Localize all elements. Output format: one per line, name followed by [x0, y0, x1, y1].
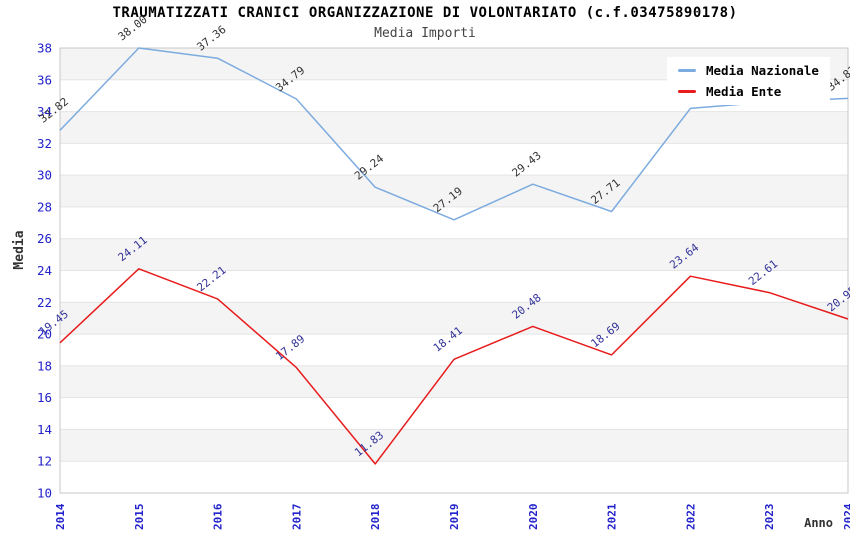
x-tick-label: 2021 — [606, 503, 619, 530]
y-tick-label: 34 — [37, 104, 52, 119]
x-tick-label: 2016 — [212, 503, 225, 530]
y-tick-label: 24 — [37, 263, 52, 278]
y-axis-title: Media — [12, 230, 27, 269]
plot-band — [60, 334, 848, 366]
x-axis-title: Anno — [804, 516, 833, 530]
y-tick-label: 30 — [37, 168, 52, 183]
y-tick-label: 12 — [37, 454, 52, 469]
plot-band — [60, 175, 848, 207]
x-tick-label: 2022 — [684, 504, 697, 531]
plot-band — [60, 397, 848, 430]
legend-item-media-ente: Media Ente — [678, 84, 819, 99]
plot-band — [60, 143, 848, 176]
x-tick-label: 2014 — [54, 503, 67, 530]
x-tick-label: 2024 — [842, 503, 850, 530]
plot-border — [59, 47, 849, 494]
y-tick-label: 32 — [37, 136, 52, 151]
y-tick-label: 10 — [37, 486, 52, 501]
plot-band — [60, 111, 848, 144]
x-tick-label: 2019 — [448, 504, 461, 531]
series-line-media-ente — [59, 268, 849, 465]
series-line-media-nazionale — [59, 47, 849, 221]
legend-item-media-nazionale: Media Nazionale — [678, 63, 819, 78]
y-tick-label: 26 — [37, 231, 52, 246]
y-tick-label: 22 — [37, 295, 52, 310]
plot-band — [60, 270, 848, 303]
y-tick-label: 36 — [37, 72, 52, 87]
plot-band — [60, 238, 848, 271]
chart-title: TRAUMATIZZATI CRANICI ORGANIZZAZIONE DI … — [112, 5, 738, 21]
y-tick-label: 28 — [37, 199, 52, 214]
x-tick-label: 2023 — [763, 504, 776, 531]
legend-label: Media Ente — [706, 84, 782, 99]
legend: Media Nazionale Media Ente — [667, 57, 830, 105]
x-tick-label: 2015 — [133, 504, 146, 531]
data-point-label: 38.00 — [116, 13, 150, 44]
legend-swatch-media-ente-icon — [678, 90, 696, 93]
x-tick-label: 2017 — [290, 504, 303, 531]
x-tick-label: 2018 — [369, 504, 382, 531]
x-tick-label: 2020 — [527, 504, 540, 531]
plot-band — [60, 429, 848, 462]
y-tick-label: 16 — [37, 390, 52, 405]
plot-band — [60, 365, 848, 398]
legend-label: Media Nazionale — [706, 63, 819, 78]
plot-band — [60, 206, 848, 239]
y-tick-label: 38 — [37, 41, 52, 56]
y-tick-label: 18 — [37, 358, 52, 373]
y-tick-label: 14 — [37, 422, 52, 437]
legend-swatch-media-nazionale-icon — [678, 69, 696, 72]
plot-band — [60, 302, 848, 335]
y-tick-label: 20 — [37, 327, 52, 342]
plot-band — [60, 461, 848, 493]
chart-subtitle: Media Importi — [374, 26, 476, 41]
